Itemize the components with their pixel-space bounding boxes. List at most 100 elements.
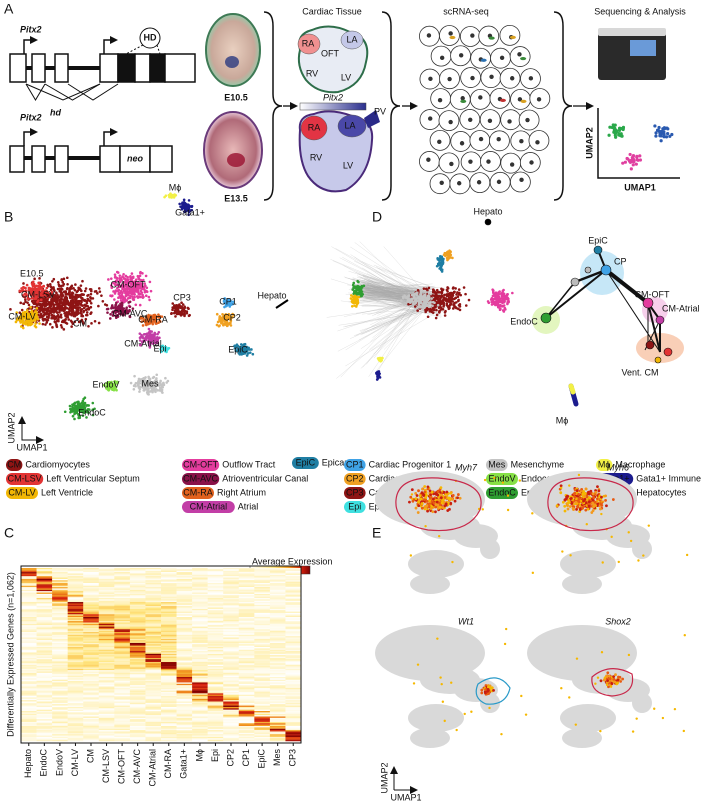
heat-cell <box>270 637 286 639</box>
heat-cell <box>239 579 255 581</box>
heat-cell <box>114 617 130 619</box>
cell-dot <box>432 294 435 297</box>
heat-cell <box>130 670 146 672</box>
heat-cell <box>99 669 115 671</box>
heat-cell <box>254 662 270 664</box>
heat-cell <box>68 644 84 646</box>
heat-cell <box>192 572 208 574</box>
heat-cell <box>145 594 161 596</box>
cell-dot <box>42 315 45 318</box>
heat-cell <box>254 651 270 653</box>
heat-cell <box>285 602 301 604</box>
heat-cell <box>83 627 99 629</box>
heat-cell <box>223 613 239 615</box>
heat-cell <box>223 647 239 649</box>
cell-dot <box>57 281 60 284</box>
heat-cell <box>192 629 208 631</box>
heat-cell <box>177 625 193 627</box>
cell-dot <box>131 292 134 295</box>
heat-cell <box>254 603 270 605</box>
cell-dot <box>141 296 144 299</box>
heat-cell <box>223 644 239 646</box>
cell-dot <box>414 293 417 296</box>
cell-dot <box>64 296 67 299</box>
heat-cell <box>68 633 84 635</box>
cell-dot <box>64 290 67 293</box>
heat-cell <box>177 627 193 629</box>
heat-cell <box>21 632 37 634</box>
heat-cell <box>177 572 193 574</box>
heat-cell <box>83 642 99 644</box>
heat-cell <box>208 609 224 611</box>
heat-cell <box>99 644 115 646</box>
heat-cell <box>270 655 286 657</box>
cell-dot <box>71 291 74 294</box>
heat-cell <box>99 631 115 633</box>
heat-cell <box>99 605 115 607</box>
heat-cell <box>52 575 68 577</box>
nucleus <box>428 116 432 120</box>
heat-cell <box>99 659 115 661</box>
heat-cell <box>21 665 37 667</box>
umap-dot <box>666 132 669 135</box>
heat-cell <box>37 632 53 634</box>
heat-cell <box>21 578 37 580</box>
heat-cell <box>99 651 115 653</box>
cell-dot <box>107 278 110 281</box>
heat-cell <box>285 661 301 663</box>
heat-cell <box>208 588 224 590</box>
heat-cell <box>21 582 37 584</box>
heat-cell <box>270 587 286 589</box>
cell-dot <box>447 258 450 261</box>
cell-dot <box>77 400 80 403</box>
heat-cell <box>83 659 99 661</box>
heat-cell <box>161 658 177 660</box>
heat-cell <box>177 667 193 669</box>
cell-dot <box>67 318 70 321</box>
cell-dot <box>458 304 461 307</box>
heat-cell <box>254 595 270 597</box>
cell-dot <box>186 312 189 315</box>
heat-cell <box>21 647 37 649</box>
heat-cell <box>223 662 239 664</box>
heat-cell <box>270 650 286 652</box>
heat-cell <box>270 616 286 618</box>
legend-desc: Mesenchyme <box>511 459 565 469</box>
heat-cell <box>270 648 286 650</box>
cell-dot <box>436 314 439 317</box>
umap-dot <box>620 135 623 138</box>
heat-cell <box>52 625 68 627</box>
cell-dot <box>442 288 445 291</box>
heat-cell <box>239 636 255 638</box>
heat-cell <box>83 605 99 607</box>
cell-dot <box>134 385 137 388</box>
heat-cell <box>114 573 130 575</box>
cell-dot <box>38 310 41 313</box>
heat-cell <box>83 644 99 646</box>
heat-cell <box>161 568 177 570</box>
heat-cell <box>114 603 130 605</box>
heat-cell <box>83 594 99 596</box>
heat-cell <box>177 613 193 615</box>
heat-cell <box>52 618 68 620</box>
heat-cell <box>52 629 68 631</box>
heat-cell <box>239 614 255 616</box>
heat-cell <box>21 644 37 646</box>
cell-dot <box>176 311 179 314</box>
heat-cell <box>239 571 255 573</box>
heat-cell <box>208 582 224 584</box>
cell-dot <box>109 313 112 316</box>
heat-cell <box>130 578 146 580</box>
umap-b <box>9 192 254 420</box>
heat-cell <box>68 635 84 637</box>
heat-cell <box>83 620 99 622</box>
heat-cell <box>145 658 161 660</box>
cell-dot <box>131 295 134 298</box>
cell-dot <box>51 307 54 310</box>
heat-cell <box>83 658 99 660</box>
cell-dot <box>428 292 431 295</box>
cell-dot <box>377 357 380 360</box>
cell-dot <box>438 291 441 294</box>
heat-cell <box>223 602 239 604</box>
heat-cell <box>239 569 255 571</box>
